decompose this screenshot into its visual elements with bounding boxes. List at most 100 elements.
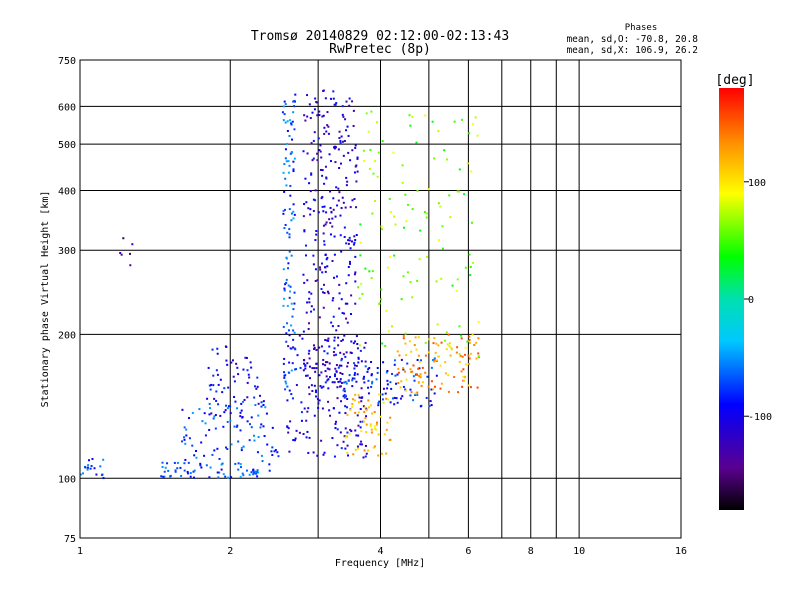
data-point [349, 312, 352, 315]
data-point [348, 97, 351, 100]
data-point [393, 254, 396, 257]
data-point [351, 100, 354, 103]
data-point [286, 129, 289, 132]
data-point [475, 357, 478, 360]
data-point [456, 190, 459, 193]
data-point [271, 426, 274, 429]
data-point [438, 239, 441, 242]
data-point [341, 140, 344, 143]
data-point [401, 181, 404, 184]
data-point [458, 361, 461, 364]
data-point [390, 325, 393, 328]
data-point [323, 240, 326, 243]
data-point [223, 411, 226, 414]
data-point [289, 194, 292, 197]
data-point [389, 211, 392, 214]
data-point [371, 380, 374, 383]
data-point [252, 434, 255, 437]
data-point [268, 469, 271, 472]
data-point [378, 393, 381, 396]
data-point [374, 200, 377, 203]
data-point [224, 475, 227, 478]
data-point [305, 311, 308, 314]
data-point [314, 268, 317, 271]
data-point [322, 306, 325, 309]
data-point [323, 451, 326, 454]
data-point [388, 255, 391, 258]
data-point [292, 210, 295, 213]
y-tick-label: 75 [64, 534, 76, 545]
data-point [310, 172, 313, 175]
data-point [285, 160, 288, 163]
data-point [216, 447, 219, 450]
data-point [398, 354, 401, 357]
data-point [367, 406, 370, 409]
data-point [232, 375, 235, 378]
data-point [346, 302, 349, 305]
data-point [308, 322, 311, 325]
data-point [289, 290, 292, 293]
data-point [294, 93, 297, 96]
data-point [355, 164, 358, 167]
data-point [305, 201, 308, 204]
data-point [351, 377, 354, 380]
data-point [87, 464, 90, 467]
data-point [302, 150, 305, 153]
data-point [365, 415, 368, 418]
data-point [370, 110, 373, 113]
data-point [282, 268, 285, 271]
data-point [218, 471, 221, 474]
data-point [183, 436, 186, 439]
data-point [350, 294, 353, 297]
data-point [345, 317, 348, 320]
data-point [370, 373, 373, 376]
data-point [354, 255, 357, 258]
data-point [314, 389, 317, 392]
data-point [369, 148, 372, 151]
data-point [212, 417, 215, 420]
data-point [370, 374, 373, 377]
data-point [308, 103, 311, 106]
data-point [241, 472, 244, 475]
data-point [417, 354, 420, 357]
data-point [414, 336, 417, 339]
data-point [227, 386, 230, 389]
data-point [362, 149, 365, 152]
data-point [285, 257, 288, 260]
data-point [301, 337, 304, 340]
data-point [260, 405, 263, 408]
data-point [186, 472, 189, 475]
data-point [93, 467, 96, 470]
data-point [338, 307, 341, 310]
data-point [296, 354, 299, 357]
chart-title: Tromsø 20140829 02:12:00-02:13:43 [251, 29, 509, 44]
data-point [343, 139, 346, 142]
data-point [366, 370, 369, 373]
data-point [460, 370, 463, 373]
data-point [285, 332, 288, 335]
data-point [290, 254, 293, 257]
data-point [430, 366, 433, 369]
data-point [321, 169, 324, 172]
data-point [305, 244, 308, 247]
data-point [208, 413, 211, 416]
data-point [360, 430, 363, 433]
data-point [256, 451, 259, 454]
data-point [440, 382, 443, 385]
data-point [219, 414, 222, 417]
data-point [419, 229, 422, 232]
data-point [367, 379, 370, 382]
data-point [290, 347, 293, 350]
data-point [342, 154, 345, 157]
data-point [181, 440, 184, 443]
data-point [131, 243, 134, 246]
data-point [313, 346, 316, 349]
data-point [283, 357, 286, 360]
data-point [250, 416, 253, 419]
data-point [359, 408, 362, 411]
data-point [314, 199, 317, 202]
data-point [460, 334, 463, 337]
data-point [387, 398, 390, 401]
data-point [230, 476, 233, 479]
data-point [332, 407, 335, 410]
